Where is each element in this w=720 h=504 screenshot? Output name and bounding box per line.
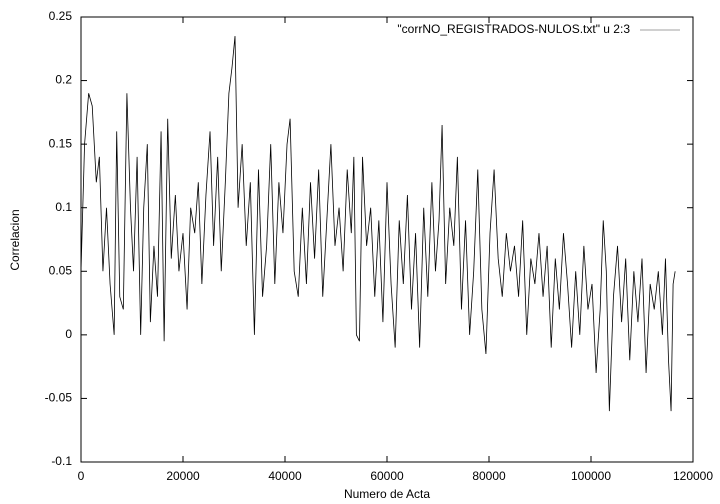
x-tick-label: 40000 <box>268 469 302 483</box>
y-tick-label: 0.05 <box>49 263 73 277</box>
y-axis-label: Correlacion <box>8 209 22 270</box>
y-tick-label: 0.15 <box>49 136 73 150</box>
y-tick-label: 0.25 <box>49 9 73 23</box>
legend-label: "corrNO_REGISTRADOS-NULOS.txt" u 2:3 <box>397 22 630 36</box>
x-tick-label: 100000 <box>571 469 611 483</box>
x-tick-label: 120000 <box>673 469 713 483</box>
x-tick-label: 0 <box>78 469 85 483</box>
x-tick-label: 20000 <box>166 469 200 483</box>
data-line <box>80 36 676 412</box>
y-tick-label: -0.05 <box>45 391 73 405</box>
x-tick-label: 60000 <box>370 469 404 483</box>
y-tick-label: 0 <box>65 327 72 341</box>
y-tick-label: 0.2 <box>55 73 72 87</box>
x-tick-label: 80000 <box>472 469 506 483</box>
x-axis-label: Numero de Acta <box>344 487 430 501</box>
y-tick-label: 0.1 <box>55 200 72 214</box>
y-tick-label: -0.1 <box>51 454 72 468</box>
